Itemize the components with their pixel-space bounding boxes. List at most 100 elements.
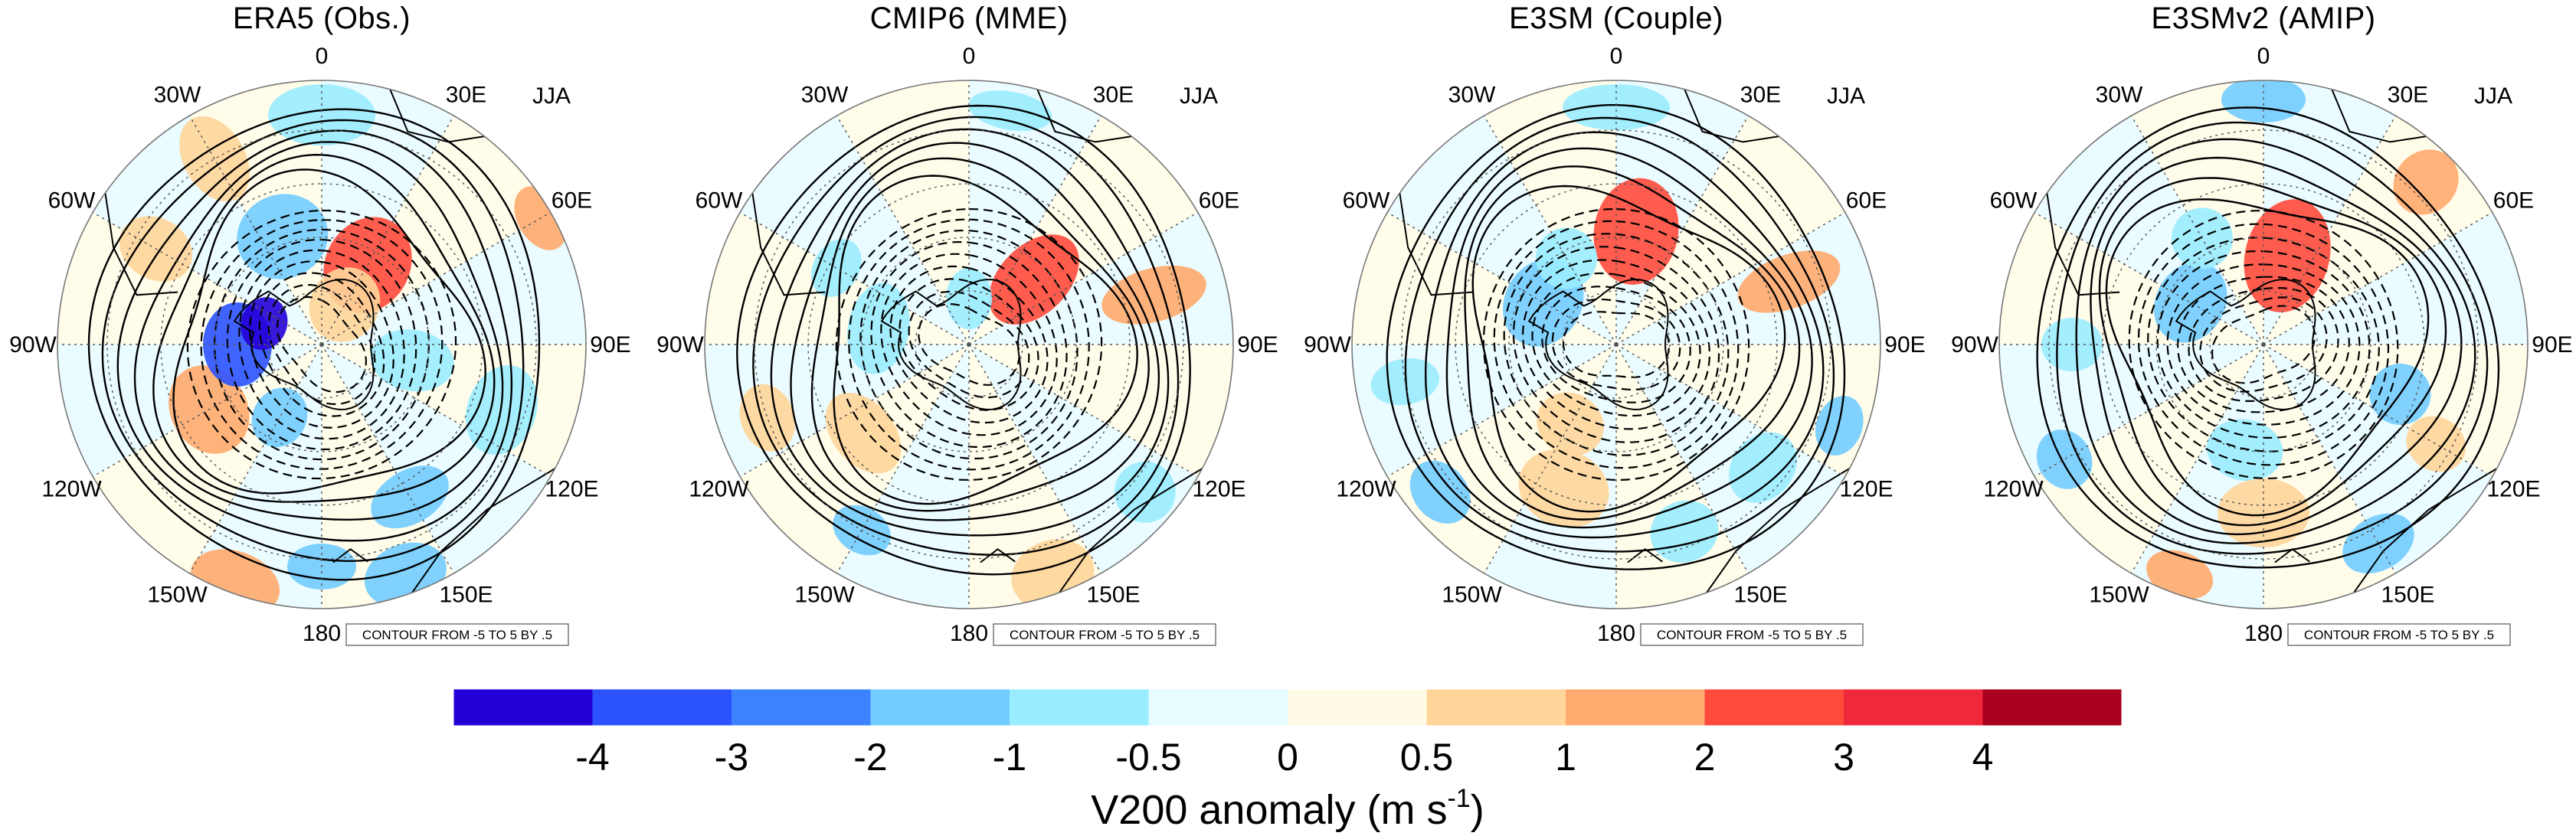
latitude-circle [267,290,376,399]
contour-note-text: CONTOUR FROM -5 TO 5 BY .5 [1657,628,1847,642]
anomaly-patch [237,194,329,279]
anomaly-wash [322,345,454,609]
longitude-label: 90W [1951,332,1998,358]
meridian-line [1483,344,1617,574]
contour-solid [1471,185,1786,513]
contour-note: CONTOUR FROM -5 TO 5 BY .5 [2287,623,2511,646]
colorbar-frame [453,688,2123,727]
season-label: JJA [532,83,571,109]
anomaly-wash [93,116,322,345]
colorbar-tick-label: 3 [1833,736,1854,779]
anomaly-wash [322,345,551,573]
meridian-line [2034,344,2264,478]
meridian-line [1615,115,1750,345]
meridian-line [968,211,1199,345]
longitude-label: 30E [446,83,486,108]
panel-title-4: E3SMv2 (AMIP) [2151,2,2376,35]
longitude-label: 90W [1304,332,1351,358]
meridian-line [2263,344,2397,574]
longitude-label: 60E [1846,188,1887,214]
africa-coastline [1684,89,1779,143]
contour-dashed [2211,305,2316,384]
meridian-line [321,344,552,478]
colorbar-swatch [592,689,732,726]
colorbar-tick-label: 4 [1972,736,1994,779]
colorbar-swatch [1566,689,1705,726]
australia-coastline [1706,468,1851,593]
anomaly-patch [2393,149,2459,215]
graticule [57,80,586,609]
colorbar-swatch [453,689,593,726]
anomaly-patch [1737,250,1841,313]
contour-note: CONTOUR FROM -5 TO 5 BY .5 [1640,623,1864,646]
contour-dashed [1563,311,1670,378]
colorbar-swatch [1426,689,1566,726]
anomaly-patch [968,90,1052,132]
longitude-label: 60E [2493,188,2534,214]
colorbar-swatch [1704,689,1844,726]
anomaly-patch [1114,461,1176,523]
anomaly-patch [1729,432,1797,503]
contour-note-text: CONTOUR FROM -5 TO 5 BY .5 [2304,628,2494,642]
longitude-label: 90E [590,332,630,358]
season-label: JJA [1827,83,1865,109]
contour-dashed [2137,223,2390,466]
longitude-label: 120E [2486,477,2540,502]
meridian-line [92,211,322,345]
colorbar-tick-label: 0.5 [1400,736,1454,779]
longitude-label: 90E [2532,332,2572,358]
contour-dashed [848,218,1090,471]
meridian-line [2130,344,2264,574]
anomaly-patch [2154,262,2227,343]
longitude-label: 120E [545,477,598,502]
meridian-line [2263,115,2397,345]
meridian-line [1483,115,1617,345]
meridian-line [739,344,970,478]
colorbar-tick-label: -3 [715,736,748,779]
map-border [1351,80,1881,609]
map-border [1998,80,2529,609]
polar-map-e3sm-couple: 0 30E 60E 90E 120E 150E 180 150W 120W 90W 60W 30W JJ… [1304,44,1926,646]
meridian-line [1386,211,1617,345]
contour-solid [152,153,496,503]
colorbar-swatch [1148,689,1288,726]
contour-dashed [186,209,457,480]
meridian-line [2263,344,2493,478]
meridian-line [92,344,322,478]
contour-dashed [2147,237,2380,452]
map-border [704,80,1234,609]
graticule [1352,80,1880,609]
longitude-label: 60W [48,188,96,214]
contour-dashed [1482,208,1750,481]
anomaly-patch [309,267,381,342]
antarctica-coastline [880,279,1022,410]
anomaly-wash [1616,345,1749,609]
contour-note: CONTOUR FROM -5 TO 5 BY .5 [993,623,1216,646]
contour-note-box [1640,623,1864,646]
meridian-line [2130,115,2264,345]
south-america-coastline [104,192,178,296]
longitude-label: 120W [41,477,102,502]
colorbar-swatch [1982,689,2123,726]
longitude-label: 60E [552,188,592,214]
anomaly-patch [2218,478,2309,547]
meridian-line [2034,211,2264,345]
colorbar-title-main: V200 anomaly (m s [1091,787,1447,833]
latitude-circle [2209,290,2318,399]
contour-dashed [835,207,1103,482]
longitude-label: 0 [1610,44,1623,69]
anomaly-wash [2263,345,2493,573]
latitude-circle [214,237,430,452]
south-america-coastline [2046,192,2120,296]
anomaly-patch [946,268,992,329]
anomaly-patch [2146,550,2214,599]
contour-dashed [1512,246,1720,443]
meridian-line [1615,344,1750,574]
anomaly-wash [1616,116,1845,345]
australia-coastline [2353,468,2498,593]
longitude-label: 120W [1983,477,2044,502]
anomaly-patch [268,84,375,145]
south-america-coastline [1399,192,1473,296]
longitude-label: 30W [801,83,849,108]
